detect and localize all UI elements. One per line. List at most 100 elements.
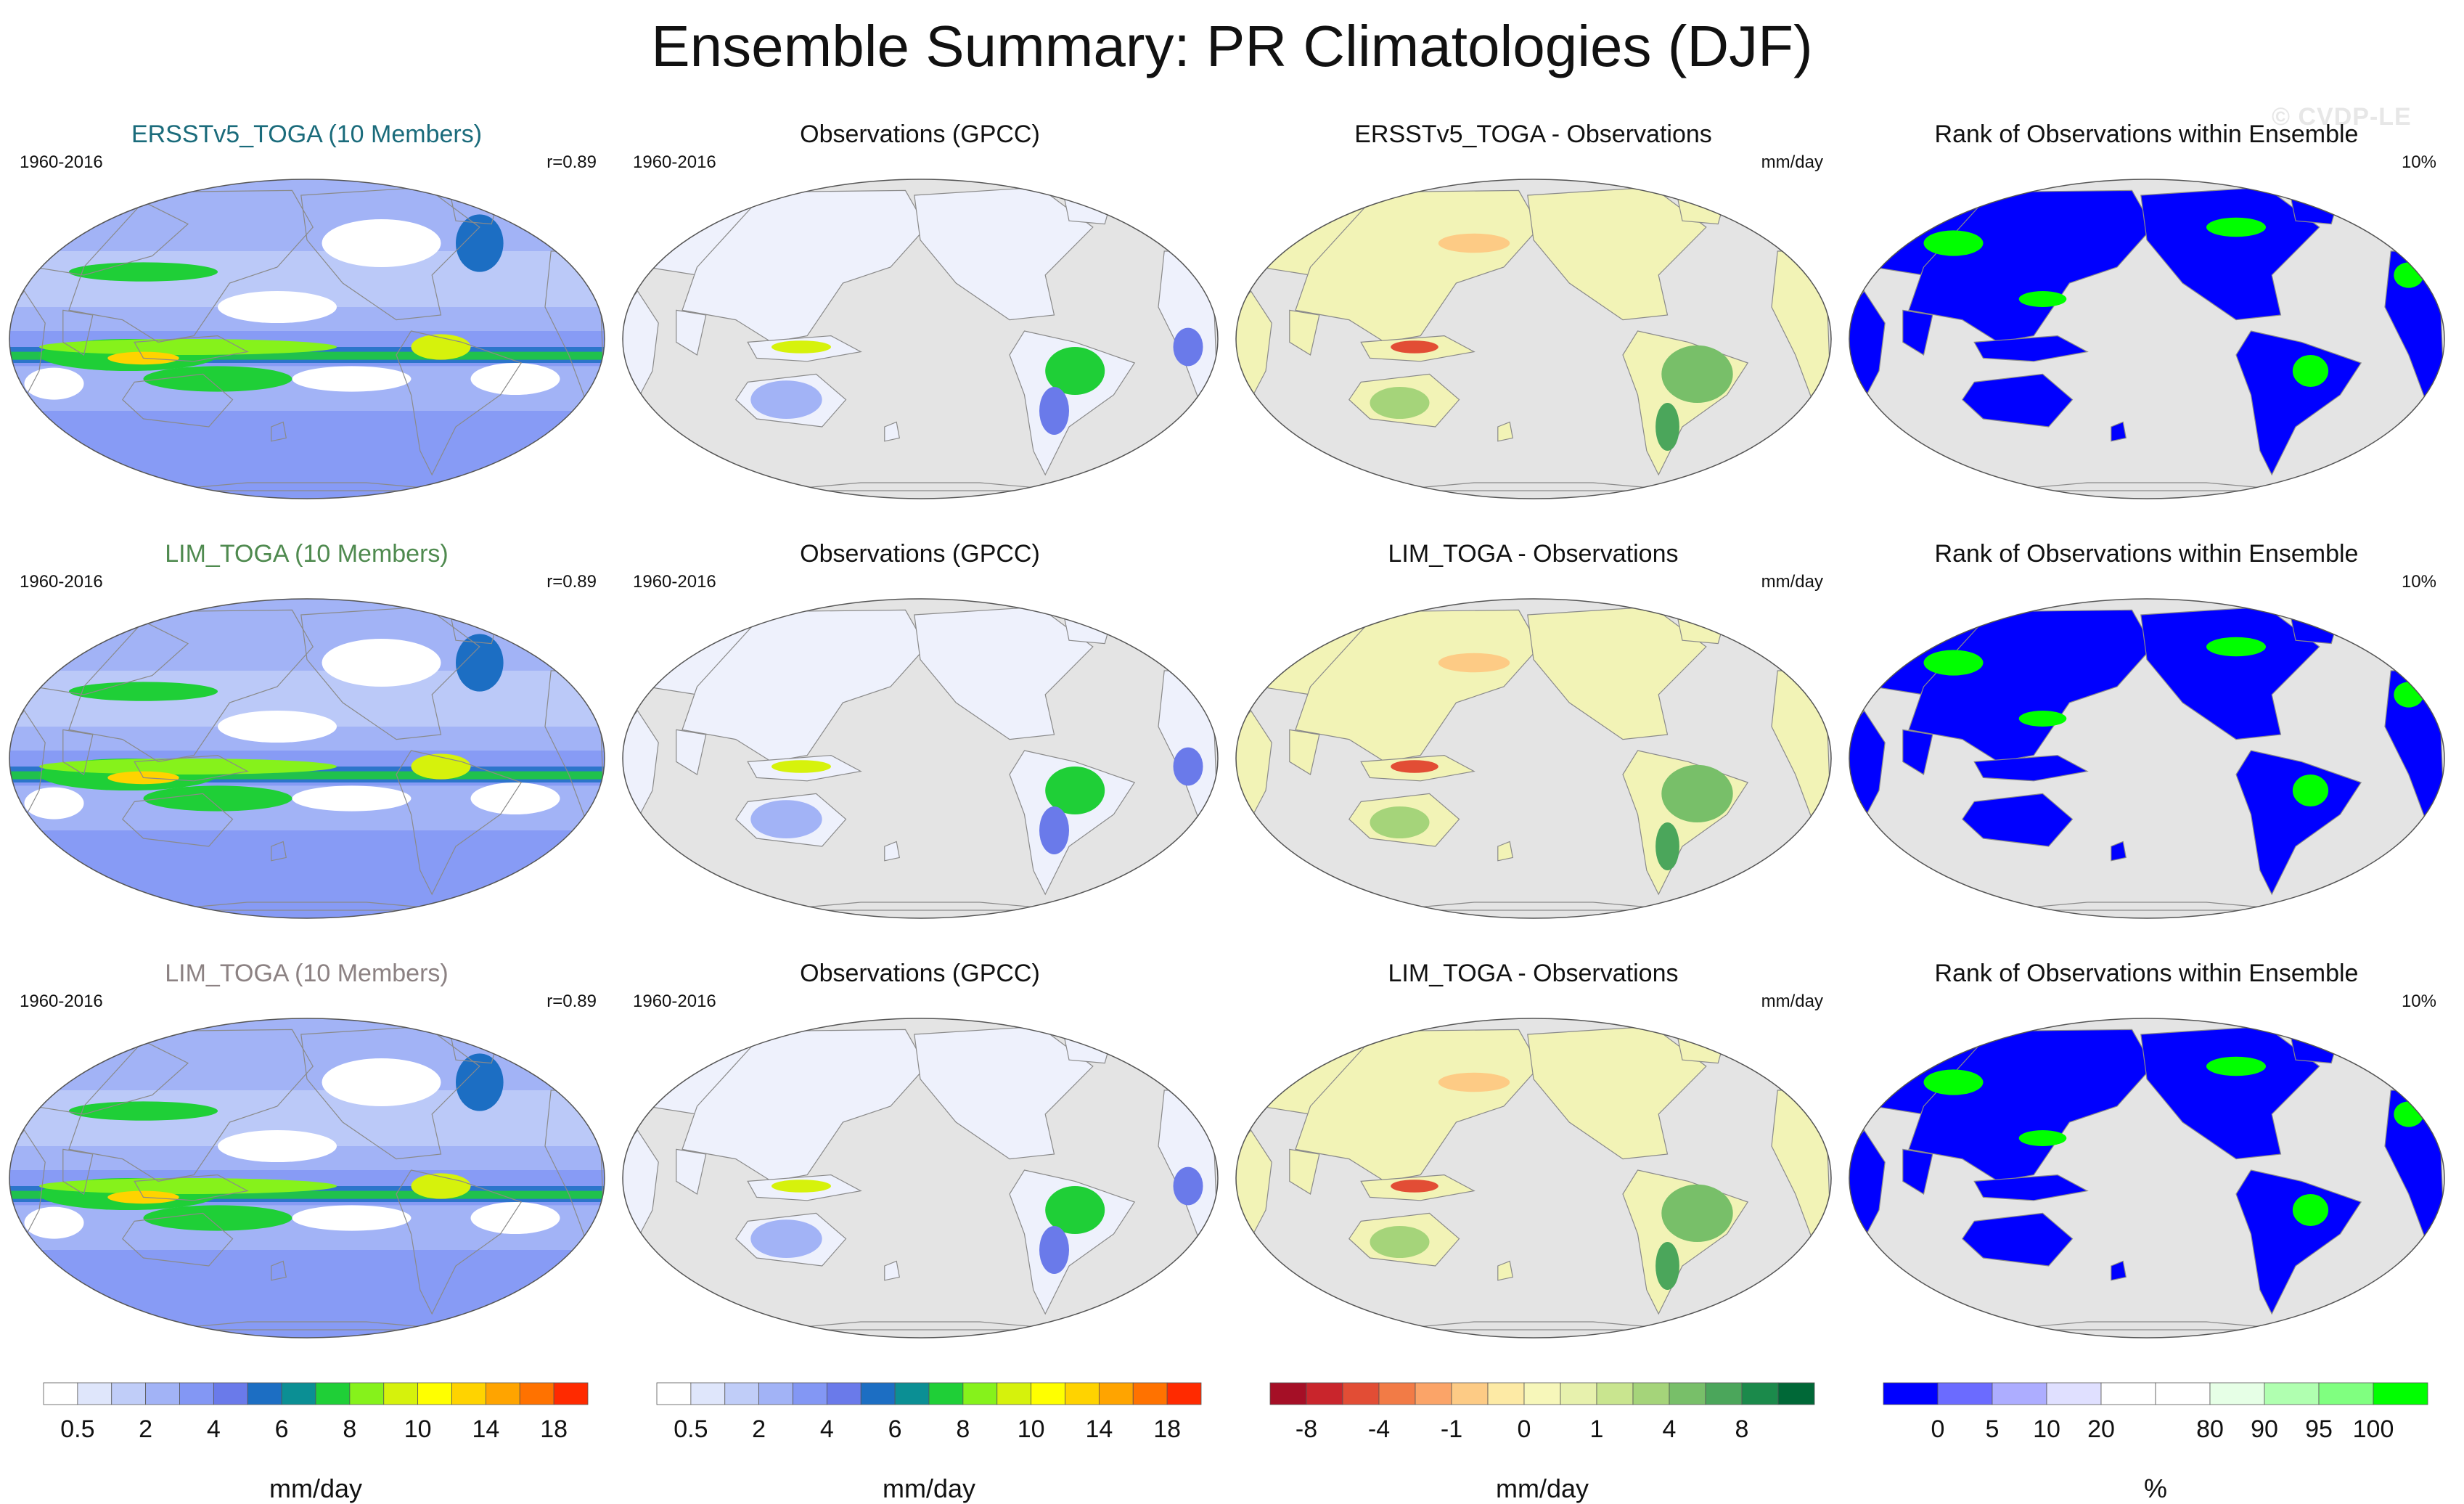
panel-title: ERSSTv5_TOGA - Observations [1354, 120, 1712, 148]
colorbar-box [247, 1382, 282, 1405]
colorbar-box [383, 1382, 419, 1405]
colorbar-box [2100, 1382, 2156, 1405]
colorbar-tick-label: 4 [1663, 1415, 1677, 1443]
colorbar-tick-label: 8 [1735, 1415, 1749, 1443]
panel-title: LIM_TOGA (10 Members) [165, 540, 449, 568]
colorbar-box [793, 1382, 827, 1405]
map-panel: Observations (GPCC) 1960-2016 [617, 941, 1223, 1347]
colorbar-tick-label: 6 [888, 1415, 902, 1443]
panel-corner-label: 10% [2401, 152, 2436, 172]
colorbar-tick-label: 6 [275, 1415, 289, 1443]
map-field [9, 599, 605, 918]
colorbar-tick-label: 1 [1590, 1415, 1604, 1443]
colorbar-box [758, 1382, 793, 1405]
map-panel: LIM_TOGA (10 Members) 1960-2016 r=0.89 [4, 941, 610, 1347]
colorbar-box [1031, 1382, 1065, 1405]
map-panel: Observations (GPCC) 1960-2016 [617, 521, 1223, 928]
colorbar-box [1705, 1382, 1743, 1405]
robinson-map [9, 1018, 605, 1339]
panel-title: Observations (GPCC) [800, 960, 1040, 987]
panel-corner-label: r=0.89 [547, 572, 597, 592]
robinson-map [1849, 598, 2445, 919]
colorbar-tick-label: 0.5 [674, 1415, 708, 1443]
colorbar-tick-label: 14 [1085, 1415, 1113, 1443]
colorbar-box [315, 1382, 351, 1405]
robinson-map [622, 1018, 1219, 1339]
map-field [623, 179, 1218, 499]
colorbar-box [656, 1382, 692, 1405]
colorbar-box [179, 1382, 214, 1405]
colorbar-box [417, 1382, 452, 1405]
colorbar-box [111, 1382, 147, 1405]
colorbar-box [826, 1382, 861, 1405]
robinson-map [1849, 179, 2445, 499]
colorbar-box [2264, 1382, 2320, 1405]
panel-title: LIM_TOGA - Observations [1388, 540, 1679, 568]
colorbar-box [1166, 1382, 1202, 1405]
map-border [1235, 1018, 1832, 1339]
map-field [9, 179, 605, 499]
colorbar-tick-label: 2 [752, 1415, 766, 1443]
colorbar-box [894, 1382, 930, 1405]
colorbar-tick-label: 10 [404, 1415, 432, 1443]
colorbar-tick-label: -4 [1368, 1415, 1390, 1443]
colorbar-box [213, 1382, 248, 1405]
colorbar-box [2046, 1382, 2102, 1405]
colorbar-box [996, 1382, 1032, 1405]
colorbar-box [1132, 1382, 1168, 1405]
colorbar-tick-label: 18 [540, 1415, 568, 1443]
colorbar-box [690, 1382, 726, 1405]
map-panel: LIM_TOGA - Observations mm/day [1230, 521, 1836, 928]
map-border [622, 598, 1219, 919]
period-label: 1960-2016 [633, 152, 716, 172]
panel-title: Rank of Observations within Ensemble [1934, 960, 2359, 987]
map-border [9, 1018, 605, 1339]
panel-corner-label: r=0.89 [547, 992, 597, 1011]
colorbar-box [1741, 1382, 1779, 1405]
colorbar-box [1306, 1382, 1343, 1405]
colorbar-box [1632, 1382, 1670, 1405]
map-border [1849, 1018, 2445, 1339]
robinson-map [622, 598, 1219, 919]
map-field [1236, 1018, 1831, 1338]
colorbar-tick-label: 4 [207, 1415, 221, 1443]
colorbar-box [1560, 1382, 1597, 1405]
colorbar-tick-label: 100 [2353, 1415, 2394, 1443]
colorbar-units: % [2143, 1474, 2167, 1503]
map-field [1849, 179, 2444, 499]
robinson-map [622, 179, 1219, 499]
colorbar-box [1777, 1382, 1815, 1405]
panel-title: Observations (GPCC) [800, 120, 1040, 148]
period-label: 1960-2016 [20, 992, 103, 1011]
map-field [623, 599, 1218, 918]
colorbar-tick-label: 0.5 [60, 1415, 94, 1443]
colorbar-box [1523, 1382, 1561, 1405]
colorbar-box [1883, 1382, 1939, 1405]
colorbar-tick-label: 5 [1986, 1415, 2000, 1443]
map-field [1236, 179, 1831, 499]
panel-corner-label: mm/day [1761, 992, 1823, 1011]
colorbar-box [928, 1382, 964, 1405]
colorbar-box [1342, 1382, 1380, 1405]
colorbar-box [1415, 1382, 1452, 1405]
colorbar-box [1098, 1382, 1134, 1405]
colorbar-box [724, 1382, 760, 1405]
map-panel: ERSSTv5_TOGA - Observations mm/day [1230, 102, 1836, 508]
panel-corner-label: 10% [2401, 992, 2436, 1011]
colorbar-box [2209, 1382, 2265, 1405]
robinson-map [1235, 179, 1832, 499]
colorbar-units: mm/day [1495, 1474, 1589, 1503]
colorbar-box [77, 1382, 112, 1405]
panel-title: LIM_TOGA - Observations [1388, 960, 1679, 987]
period-label: 1960-2016 [20, 572, 103, 592]
colorbar-tick-label: 90 [2251, 1415, 2278, 1443]
colorbar-tick-label: 80 [2196, 1415, 2224, 1443]
colorbar-box [485, 1382, 520, 1405]
colorbar-tick-label: -1 [1441, 1415, 1462, 1443]
robinson-map [9, 598, 605, 919]
map-panel: ERSSTv5_TOGA (10 Members) 1960-2016 r=0.89 [4, 102, 610, 508]
colorbar-tick-label: 4 [820, 1415, 834, 1443]
panel-corner-label: 10% [2401, 572, 2436, 592]
colorbar-box [451, 1382, 486, 1405]
map-panel: Rank of Observations within Ensemble 10% [1843, 102, 2449, 508]
